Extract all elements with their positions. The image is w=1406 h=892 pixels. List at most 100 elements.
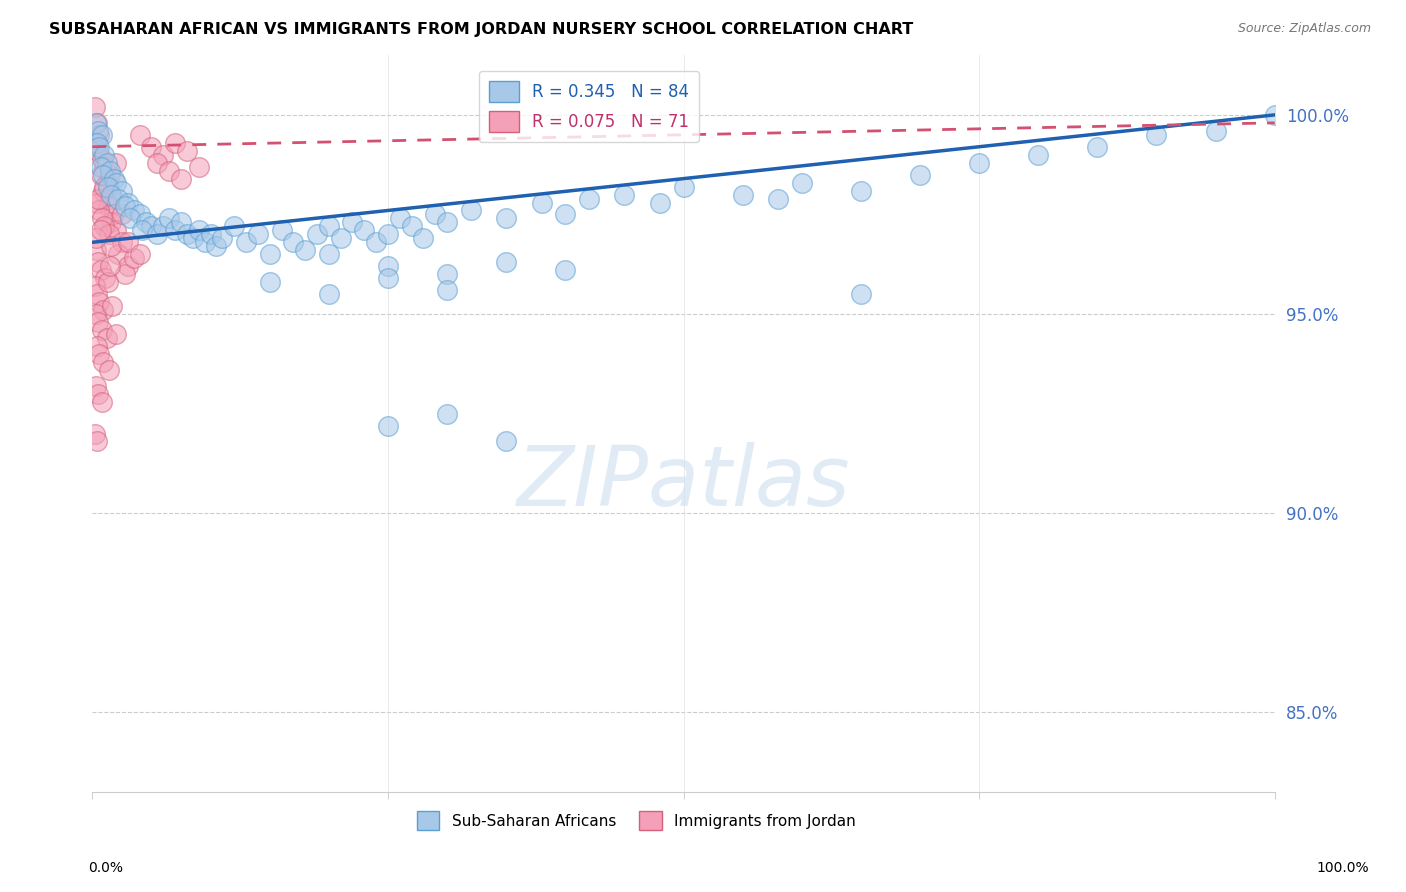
Point: [89, 347, 111, 361]
Point: [93, 219, 115, 234]
Point: [270, 223, 292, 237]
Text: 0.0%: 0.0%: [89, 861, 122, 875]
Point: [84, 244, 107, 258]
Point: [157, 163, 180, 178]
Point: [412, 231, 434, 245]
Point: [107, 247, 129, 261]
Point: [91, 303, 114, 318]
Point: [1146, 128, 1168, 142]
Point: [89, 295, 111, 310]
Point: [908, 168, 931, 182]
Point: [101, 299, 124, 313]
Point: [100, 187, 122, 202]
Point: [90, 211, 112, 226]
Point: [122, 203, 145, 218]
Point: [181, 231, 204, 245]
Point: [90, 160, 112, 174]
Point: [86, 136, 108, 150]
Point: [329, 231, 352, 245]
Point: [98, 168, 121, 182]
Point: [93, 179, 115, 194]
Point: [120, 211, 142, 226]
Point: [318, 219, 340, 234]
Point: [1085, 140, 1108, 154]
Point: [849, 184, 872, 198]
Point: [246, 227, 269, 242]
Point: [235, 235, 257, 250]
Point: [318, 287, 340, 301]
Point: [86, 434, 108, 449]
Point: [554, 207, 576, 221]
Point: [104, 223, 127, 237]
Point: [89, 203, 111, 218]
Point: [90, 394, 112, 409]
Point: [342, 215, 364, 229]
Point: [790, 176, 813, 190]
Point: [436, 407, 458, 421]
Point: [97, 227, 120, 242]
Point: [318, 247, 340, 261]
Point: [97, 179, 120, 194]
Point: [83, 100, 105, 114]
Text: ZIPatlas: ZIPatlas: [517, 442, 851, 523]
Point: [117, 235, 139, 250]
Point: [731, 187, 754, 202]
Point: [114, 267, 136, 281]
Point: [578, 192, 600, 206]
Point: [152, 147, 174, 161]
Point: [107, 192, 129, 206]
Point: [141, 219, 163, 234]
Point: [100, 215, 122, 229]
Point: [283, 235, 305, 250]
Point: [128, 207, 150, 221]
Point: [100, 239, 122, 253]
Point: [89, 128, 111, 142]
Point: [170, 171, 193, 186]
Point: [135, 215, 157, 229]
Point: [460, 203, 482, 218]
Point: [1026, 147, 1049, 161]
Point: [495, 211, 517, 226]
Point: [364, 235, 387, 250]
Point: [205, 239, 228, 253]
Point: [98, 163, 121, 178]
Point: [93, 160, 115, 174]
Point: [111, 207, 134, 221]
Point: [86, 195, 108, 210]
Point: [104, 326, 127, 341]
Point: [388, 211, 411, 226]
Point: [87, 386, 110, 401]
Point: [1205, 124, 1227, 138]
Point: [83, 426, 105, 441]
Point: [86, 339, 108, 353]
Point: [90, 223, 112, 237]
Point: [194, 235, 217, 250]
Point: [495, 434, 517, 449]
Point: [224, 219, 246, 234]
Point: [187, 223, 209, 237]
Point: [103, 207, 125, 221]
Point: [377, 259, 399, 273]
Point: [187, 160, 209, 174]
Point: [111, 184, 134, 198]
Point: [87, 144, 110, 158]
Point: [90, 263, 112, 277]
Point: [91, 184, 114, 198]
Point: [114, 199, 136, 213]
Point: [967, 155, 990, 169]
Point: [87, 315, 110, 329]
Point: [104, 155, 127, 169]
Point: [377, 227, 399, 242]
Point: [93, 147, 115, 161]
Point: [425, 207, 447, 221]
Point: [672, 179, 695, 194]
Point: [111, 235, 134, 250]
Point: [211, 231, 233, 245]
Point: [377, 271, 399, 285]
Point: [157, 211, 180, 226]
Point: [401, 219, 423, 234]
Point: [259, 275, 281, 289]
Text: 100.0%: 100.0%: [1316, 861, 1369, 875]
Point: [436, 215, 458, 229]
Point: [117, 195, 139, 210]
